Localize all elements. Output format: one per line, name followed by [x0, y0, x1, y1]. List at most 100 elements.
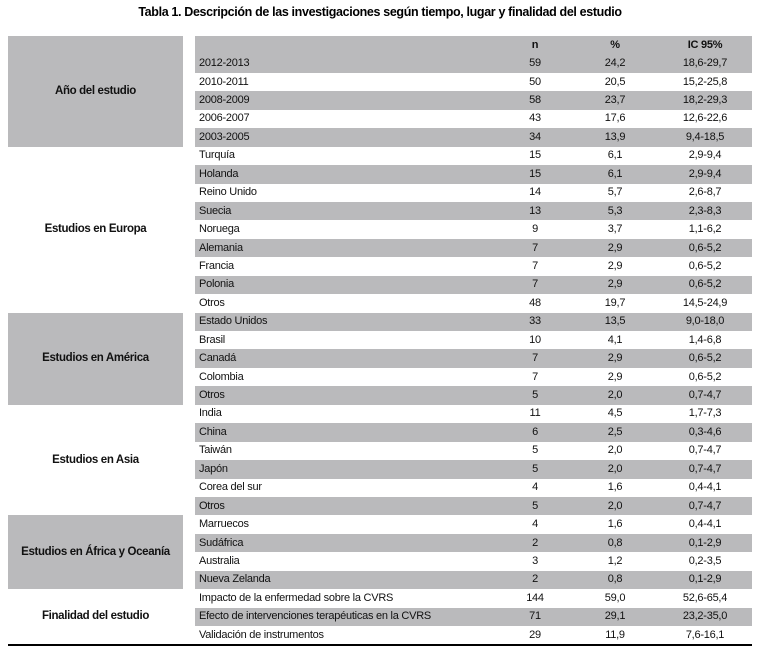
column-gutter: [183, 312, 195, 405]
header-ic95: IC 95%: [687, 38, 723, 51]
row-label: 2003-2005: [199, 131, 250, 143]
cell-percent: 29,1: [604, 610, 626, 623]
cell-percent: 6,1: [607, 149, 623, 162]
table-section: Estudios en América Estado Unidos 33 13,5 9,…: [8, 312, 752, 405]
section-label: Estudios en Europa: [44, 223, 147, 236]
table-row: Estado Unidos 33 13,5 9,0-18,0: [195, 312, 752, 331]
row-label: Colombia: [199, 371, 244, 383]
cell-ic95: 0,7-4,7: [688, 444, 722, 457]
row-label: Otros: [199, 390, 225, 402]
row-label: Impacto de la enfermedad sobre la CVRS: [199, 592, 394, 604]
table-row: Suecia 13 5,3 2,3-8,3: [195, 201, 752, 221]
row-label: Validación de instrumentos: [199, 629, 324, 641]
table-section: Estudios en África y Oceanía Marruecos 4 1,…: [8, 515, 752, 590]
cell-n: 7: [532, 278, 538, 291]
table-section: Finalidad del estudio Impacto de la enfer…: [8, 589, 752, 645]
table-section: Estudios en Europa Turquía 15 6,1 2,9-9,4 Hol…: [8, 146, 752, 313]
section-label: Finalidad del estudio: [41, 610, 150, 623]
section-label: Año del estudio: [8, 36, 183, 147]
cell-percent: 2,0: [607, 499, 623, 512]
table-row: Japón 5 2,0 0,7-4,7: [195, 460, 752, 479]
table-row: 2003-2005 34 13,9 9,4-18,5: [195, 128, 752, 147]
table-row: Reino Unido 14 5,7 2,6-8,7: [195, 184, 752, 202]
cell-ic95: 18,6-29,7: [682, 57, 728, 70]
table-row: Colombia 7 2,9 0,6-5,2: [195, 368, 752, 386]
table-row: Australia 3 1,2 0,2-3,5: [195, 552, 752, 570]
cell-ic95: 0,6-5,2: [688, 241, 722, 254]
cell-ic95: 2,9-9,4: [688, 167, 722, 180]
row-label: Taiwán: [199, 445, 232, 457]
row-label: Polonia: [199, 279, 234, 291]
row-label: Alemania: [199, 242, 243, 254]
cell-n: 10: [529, 333, 541, 346]
cell-n: 3: [532, 554, 538, 567]
header-n: n: [531, 38, 539, 51]
cell-ic95: 1,7-7,3: [688, 407, 722, 420]
cell-n: 7: [532, 259, 538, 272]
cell-percent: 24,2: [604, 57, 626, 70]
cell-percent: 0,8: [607, 573, 623, 586]
cell-ic95: 0,7-4,7: [688, 499, 722, 512]
cell-ic95: 2,6-8,7: [688, 186, 722, 199]
cell-percent: 5,3: [607, 204, 623, 217]
cell-percent: 2,9: [607, 259, 623, 272]
table-row: Holanda 15 6,1 2,9-9,4: [195, 165, 752, 184]
table-row: Otros 48 19,7 14,5-24,9: [195, 294, 752, 312]
cell-n: 50: [529, 75, 541, 88]
table-row: Noruega 9 3,7 1,1-6,2: [195, 220, 752, 238]
cell-ic95: 12,6-22,6: [682, 112, 728, 125]
cell-percent: 23,7: [604, 94, 626, 107]
row-label: Marruecos: [199, 519, 249, 531]
column-gutter: [183, 515, 195, 590]
cell-percent: 2,0: [607, 444, 623, 457]
cell-n: 5: [532, 462, 538, 475]
cell-ic95: 14,5-24,9: [682, 296, 728, 309]
cell-n: 34: [529, 130, 541, 143]
cell-n: 5: [532, 389, 538, 402]
cell-n: 4: [532, 518, 538, 531]
cell-percent: 17,6: [604, 112, 626, 125]
row-label: Otros: [199, 297, 225, 309]
cell-n: 14: [529, 186, 541, 199]
cell-percent: 1,6: [607, 481, 623, 494]
cell-percent: 1,2: [607, 554, 623, 567]
cell-ic95: 2,9-9,4: [688, 149, 722, 162]
cell-n: 7: [532, 352, 538, 365]
cell-ic95: 0,4-4,1: [688, 481, 722, 494]
section-rows: Marruecos 4 1,6 0,4-4,1 Sudáfrica 2 0,8 0,1-2,9…: [195, 515, 752, 590]
cell-percent: 2,9: [607, 352, 623, 365]
table-row: Francia 7 2,9 0,6-5,2: [195, 257, 752, 275]
row-label: Australia: [199, 555, 240, 567]
row-label: Holanda: [199, 168, 239, 180]
cell-n: 11: [529, 407, 541, 420]
cell-percent: 2,0: [607, 462, 623, 475]
row-label: Japón: [199, 463, 228, 475]
table-section: Estudios en Asia India 11 4,5 1,7-7,3 China 6 2…: [8, 404, 752, 516]
cell-n: 5: [532, 444, 538, 457]
cell-ic95: 9,4-18,5: [685, 130, 725, 143]
cell-ic95: 0,6-5,2: [688, 370, 722, 383]
cell-percent: 11,9: [605, 628, 625, 641]
cell-n: 59: [529, 57, 541, 70]
table-row: Sudáfrica 2 0,8 0,1-2,9: [195, 533, 752, 553]
table-row: China 6 2,5 0,3-4,6: [195, 423, 752, 442]
cell-percent: 2,5: [607, 425, 623, 438]
cell-n: 15: [529, 149, 541, 162]
cell-percent: 0,8: [607, 536, 623, 549]
cell-n: 144: [526, 591, 544, 604]
cell-ic95: 52,6-65,4: [682, 591, 728, 604]
cell-n: 71: [529, 610, 541, 623]
cell-n: 2: [532, 536, 538, 549]
table-row: India 11 4,5 1,7-7,3: [195, 405, 752, 423]
cell-n: 33: [529, 315, 541, 328]
table-row: Validación de instrumentos 29 11,9 7,6-16,1: [195, 626, 752, 644]
table-row: 2010-2011 50 20,5 15,2-25,8: [195, 73, 752, 91]
table-row: Efecto de intervenciones terapéuticas en…: [195, 607, 752, 626]
cell-ic95: 0,7-4,7: [688, 462, 722, 475]
cell-ic95: 15,2-25,8: [682, 75, 728, 88]
row-label: Efecto de intervenciones terapéuticas en…: [199, 611, 431, 623]
table-row: Corea del sur 4 1,6 0,4-4,1: [195, 479, 752, 497]
column-gutter: [183, 589, 195, 645]
section-rows: n% IC 95% 2012-2013 59 24,2 18,6-29,7 2010-201…: [195, 36, 752, 147]
cell-percent: 2,9: [607, 370, 623, 383]
